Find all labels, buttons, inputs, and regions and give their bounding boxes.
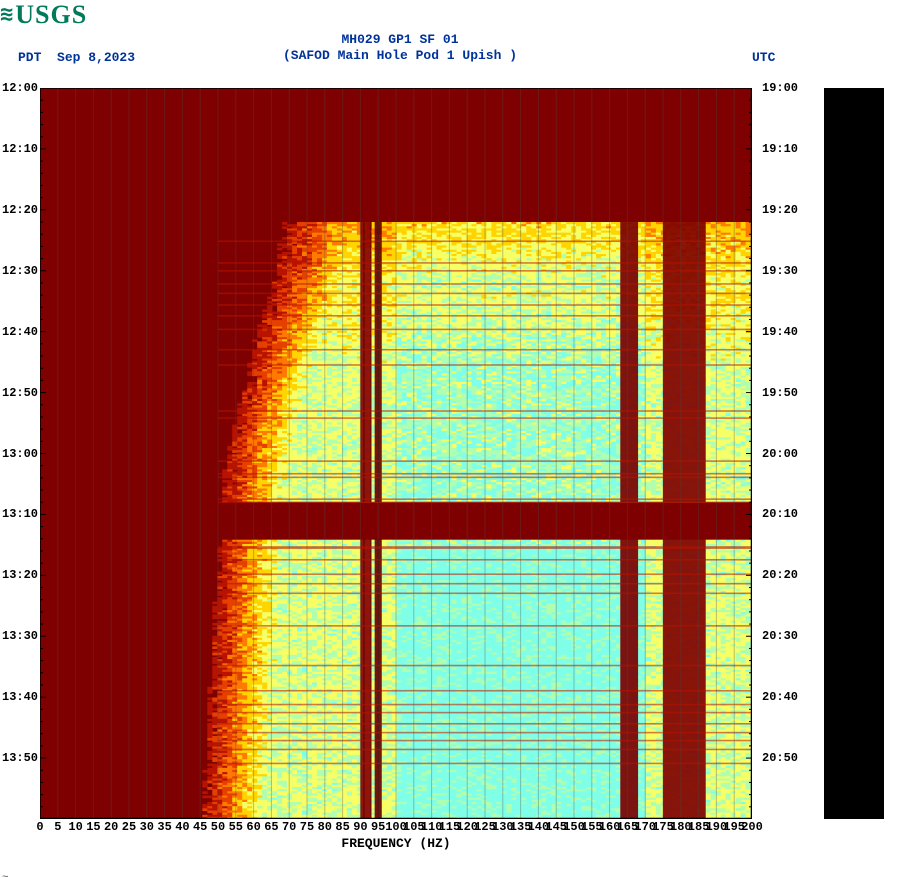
xaxis-label: 95 <box>371 820 385 834</box>
yaxis-left-label: 12:20 <box>2 203 38 217</box>
yaxis-left-label: 12:40 <box>2 325 38 339</box>
yaxis-left-label: 13:40 <box>2 690 38 704</box>
xaxis-label: 10 <box>68 820 82 834</box>
yaxis-right-label: 19:40 <box>762 325 798 339</box>
xaxis-label: 70 <box>282 820 296 834</box>
yaxis-left-label: 13:20 <box>2 568 38 582</box>
yaxis-left-label: 13:00 <box>2 447 38 461</box>
yaxis-right-label: 20:30 <box>762 629 798 643</box>
xaxis-label: 75 <box>300 820 314 834</box>
xaxis-label: 20 <box>104 820 118 834</box>
xaxis-label: 5 <box>54 820 61 834</box>
colorbar <box>824 88 884 819</box>
xaxis-title: FREQUENCY (HZ) <box>40 836 752 851</box>
xaxis-label: 40 <box>175 820 189 834</box>
yaxis-right-label: 19:10 <box>762 142 798 156</box>
title-line-2: (SAFOD Main Hole Pod 1 Upish ) <box>0 48 800 64</box>
yaxis-left-label: 12:50 <box>2 386 38 400</box>
xaxis-label: 90 <box>353 820 367 834</box>
yaxis-right-label: 20:20 <box>762 568 798 582</box>
xaxis-label: 50 <box>211 820 225 834</box>
yaxis-left-label: 12:30 <box>2 264 38 278</box>
spectrogram-plot <box>40 88 752 819</box>
xaxis-label: 45 <box>193 820 207 834</box>
yaxis-right-label: 20:50 <box>762 751 798 765</box>
title-line-1: MH029 GP1 SF 01 <box>0 32 800 48</box>
yaxis-right-label: 19:20 <box>762 203 798 217</box>
yaxis-left-label: 13:10 <box>2 507 38 521</box>
xaxis-label: 15 <box>86 820 100 834</box>
xaxis-label: 85 <box>335 820 349 834</box>
footer-mark: ~ <box>2 872 9 884</box>
yaxis-right-label: 19:00 <box>762 81 798 95</box>
yaxis-left-label: 13:30 <box>2 629 38 643</box>
yaxis-right-label: 20:00 <box>762 447 798 461</box>
xaxis-label: 60 <box>246 820 260 834</box>
right-tz: UTC <box>752 50 775 65</box>
yaxis-left-label: 12:00 <box>2 81 38 95</box>
yaxis-right-label: 19:50 <box>762 386 798 400</box>
spectrogram-svg <box>40 88 752 819</box>
usgs-logo: ≋ USGS <box>0 0 87 30</box>
yaxis-left-label: 12:10 <box>2 142 38 156</box>
yaxis-right-label: 20:40 <box>762 690 798 704</box>
xaxis-label: 35 <box>157 820 171 834</box>
xaxis-label: 0 <box>36 820 43 834</box>
xaxis-label: 65 <box>264 820 278 834</box>
xaxis-label: 30 <box>140 820 154 834</box>
yaxis-right: 19:0019:1019:2019:3019:4019:5020:0020:10… <box>758 88 796 819</box>
xaxis-label: 200 <box>741 820 763 834</box>
yaxis-right-label: 20:10 <box>762 507 798 521</box>
chart-title: MH029 GP1 SF 01 (SAFOD Main Hole Pod 1 U… <box>0 32 800 63</box>
xaxis-label: 80 <box>318 820 332 834</box>
xaxis-label: 25 <box>122 820 136 834</box>
header-right: UTC <box>752 50 775 65</box>
yaxis-right-label: 19:30 <box>762 264 798 278</box>
logo-text: USGS <box>15 0 87 30</box>
xaxis-label: 55 <box>229 820 243 834</box>
yaxis-left: 12:0012:1012:2012:3012:4012:5013:0013:10… <box>2 88 38 819</box>
yaxis-left-label: 13:50 <box>2 751 38 765</box>
logo-wave-icon: ≋ <box>0 2 13 28</box>
